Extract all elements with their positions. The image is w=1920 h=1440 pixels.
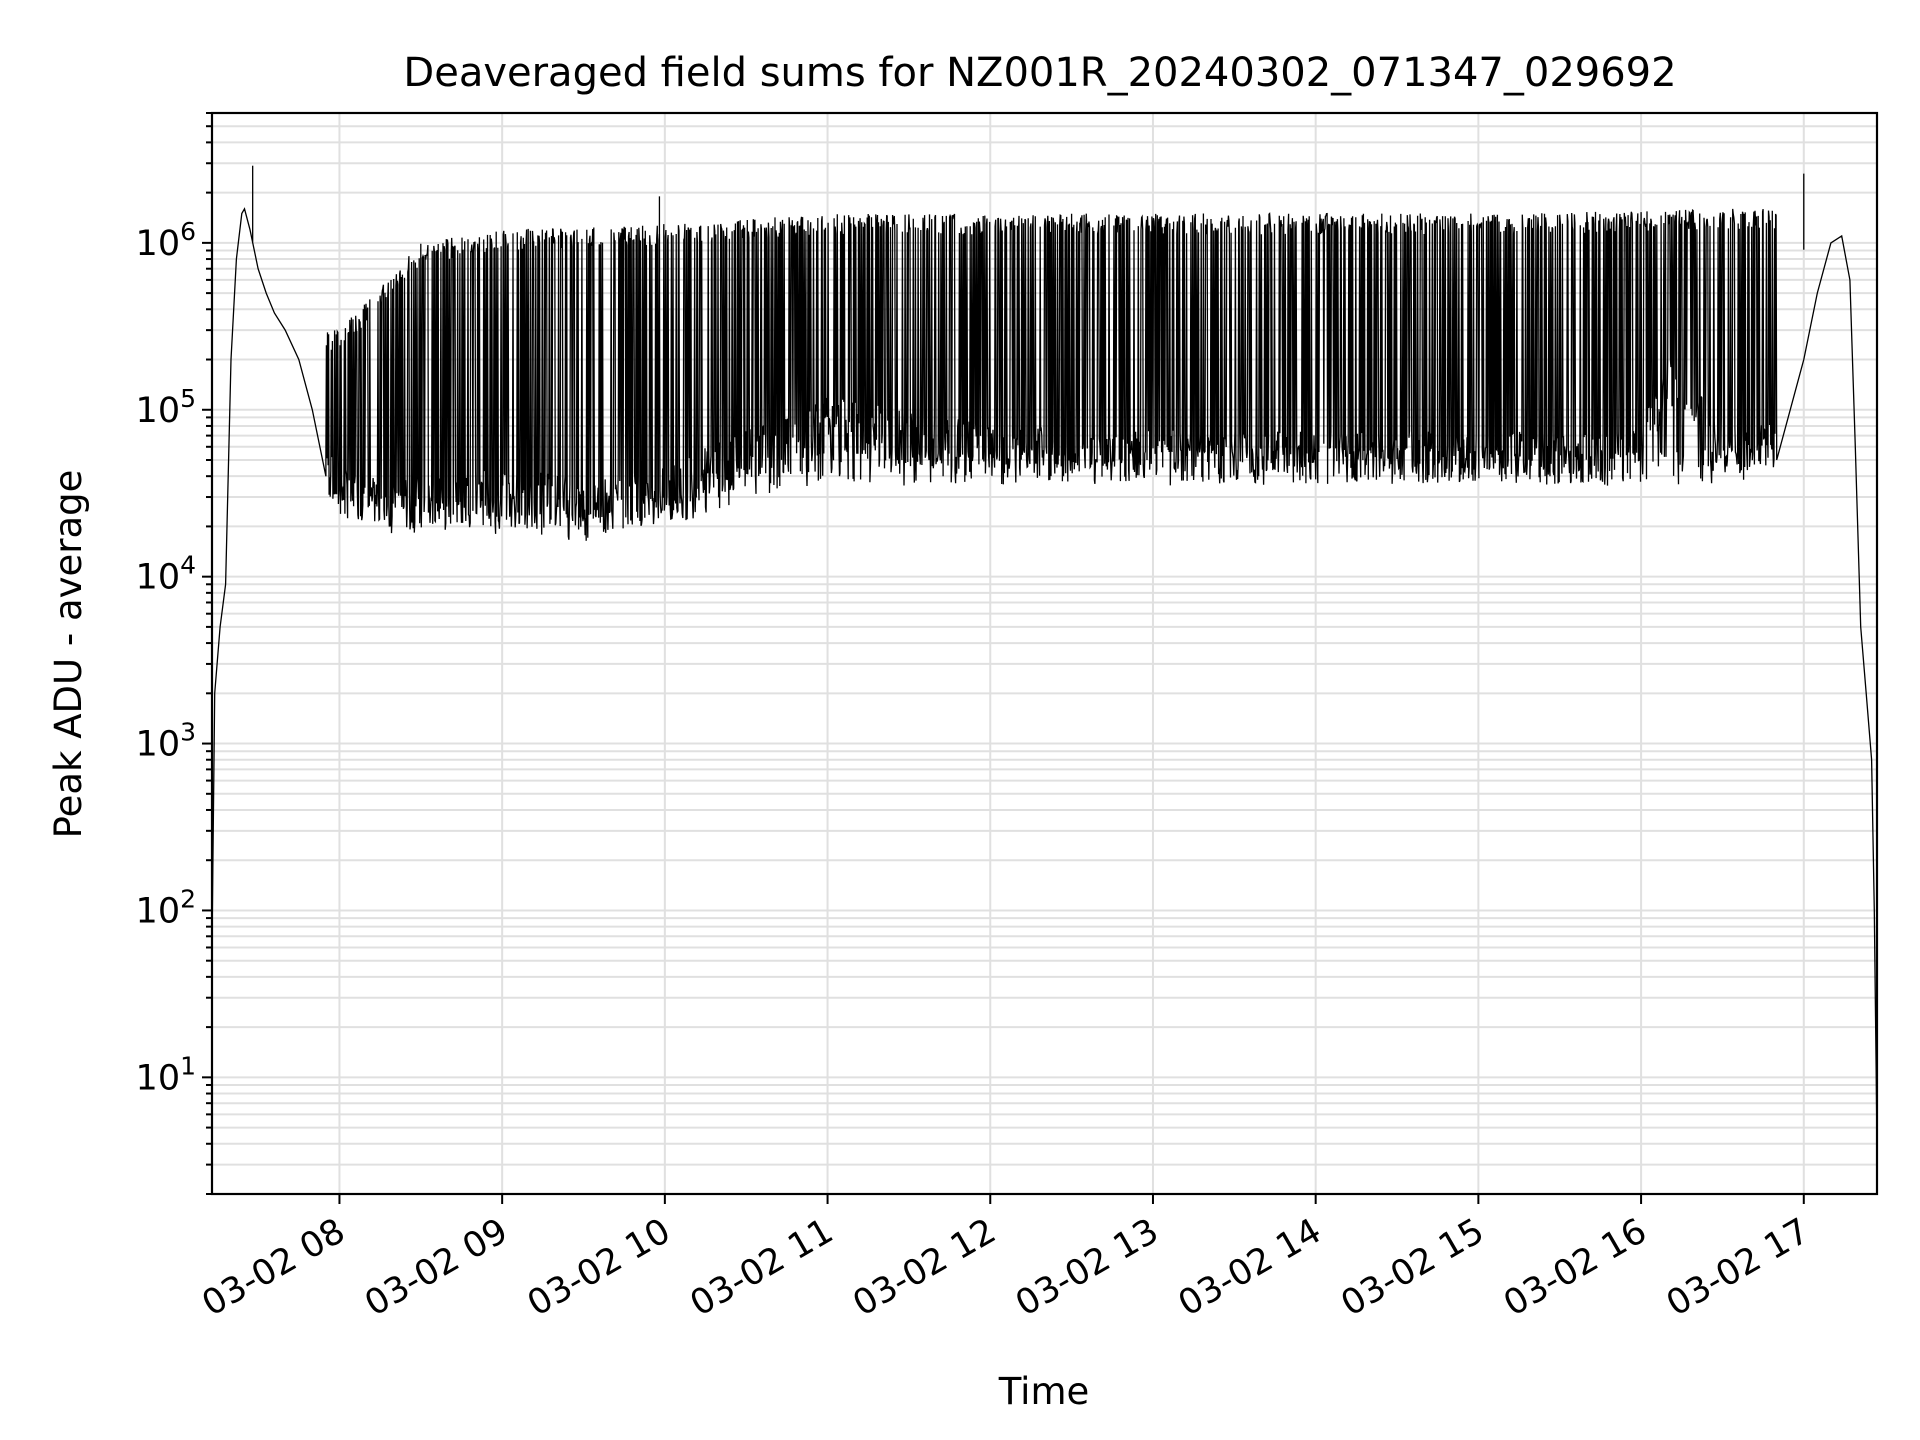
x-tick-label: 03-02 10 <box>521 1211 677 1324</box>
x-tick-label: 03-02 11 <box>684 1211 840 1324</box>
x-tick-label: 03-02 09 <box>358 1211 514 1324</box>
series-layer <box>211 165 1878 1144</box>
x-tick-label: 03-02 16 <box>1497 1211 1653 1324</box>
series-line <box>211 207 1878 1144</box>
y-tick-label: 104 <box>136 551 196 598</box>
y-tick-exponent: 3 <box>180 718 196 747</box>
y-tick-exponent: 2 <box>180 884 196 913</box>
y-tick-base: 10 <box>136 391 181 431</box>
plot-frame <box>210 111 1879 1196</box>
y-tick-label: 101 <box>136 1051 196 1098</box>
y-tick-label: 106 <box>136 217 196 264</box>
y-tick-exponent: 6 <box>180 217 196 246</box>
chart-title: Deaveraged field sums for NZ001R_2024030… <box>403 50 1676 96</box>
x-axis-label: Time <box>998 1370 1090 1413</box>
y-tick-exponent: 5 <box>180 384 196 413</box>
x-tick-label: 03-02 15 <box>1335 1211 1491 1324</box>
x-tick-label: 03-02 17 <box>1660 1211 1816 1324</box>
axis-ticks <box>202 112 1805 1204</box>
x-tick-label: 03-02 12 <box>846 1211 1002 1324</box>
y-tick-exponent: 4 <box>180 551 196 580</box>
y-tick-base: 10 <box>136 1058 181 1098</box>
y-axis-label: Peak ADU - average <box>47 470 90 839</box>
y-tick-label: 102 <box>136 884 196 931</box>
y-tick-label: 103 <box>136 718 196 765</box>
y-tick-exponent: 1 <box>180 1051 196 1080</box>
y-tick-label: 105 <box>136 384 196 431</box>
y-tick-base: 10 <box>136 725 181 765</box>
x-tick-label: 03-02 08 <box>196 1211 352 1324</box>
x-tick-label: 03-02 14 <box>1172 1211 1328 1324</box>
y-tick-base: 10 <box>136 224 181 264</box>
y-tick-base: 10 <box>136 891 181 931</box>
y-tick-base: 10 <box>136 558 181 598</box>
x-tick-label: 03-02 13 <box>1009 1211 1165 1324</box>
